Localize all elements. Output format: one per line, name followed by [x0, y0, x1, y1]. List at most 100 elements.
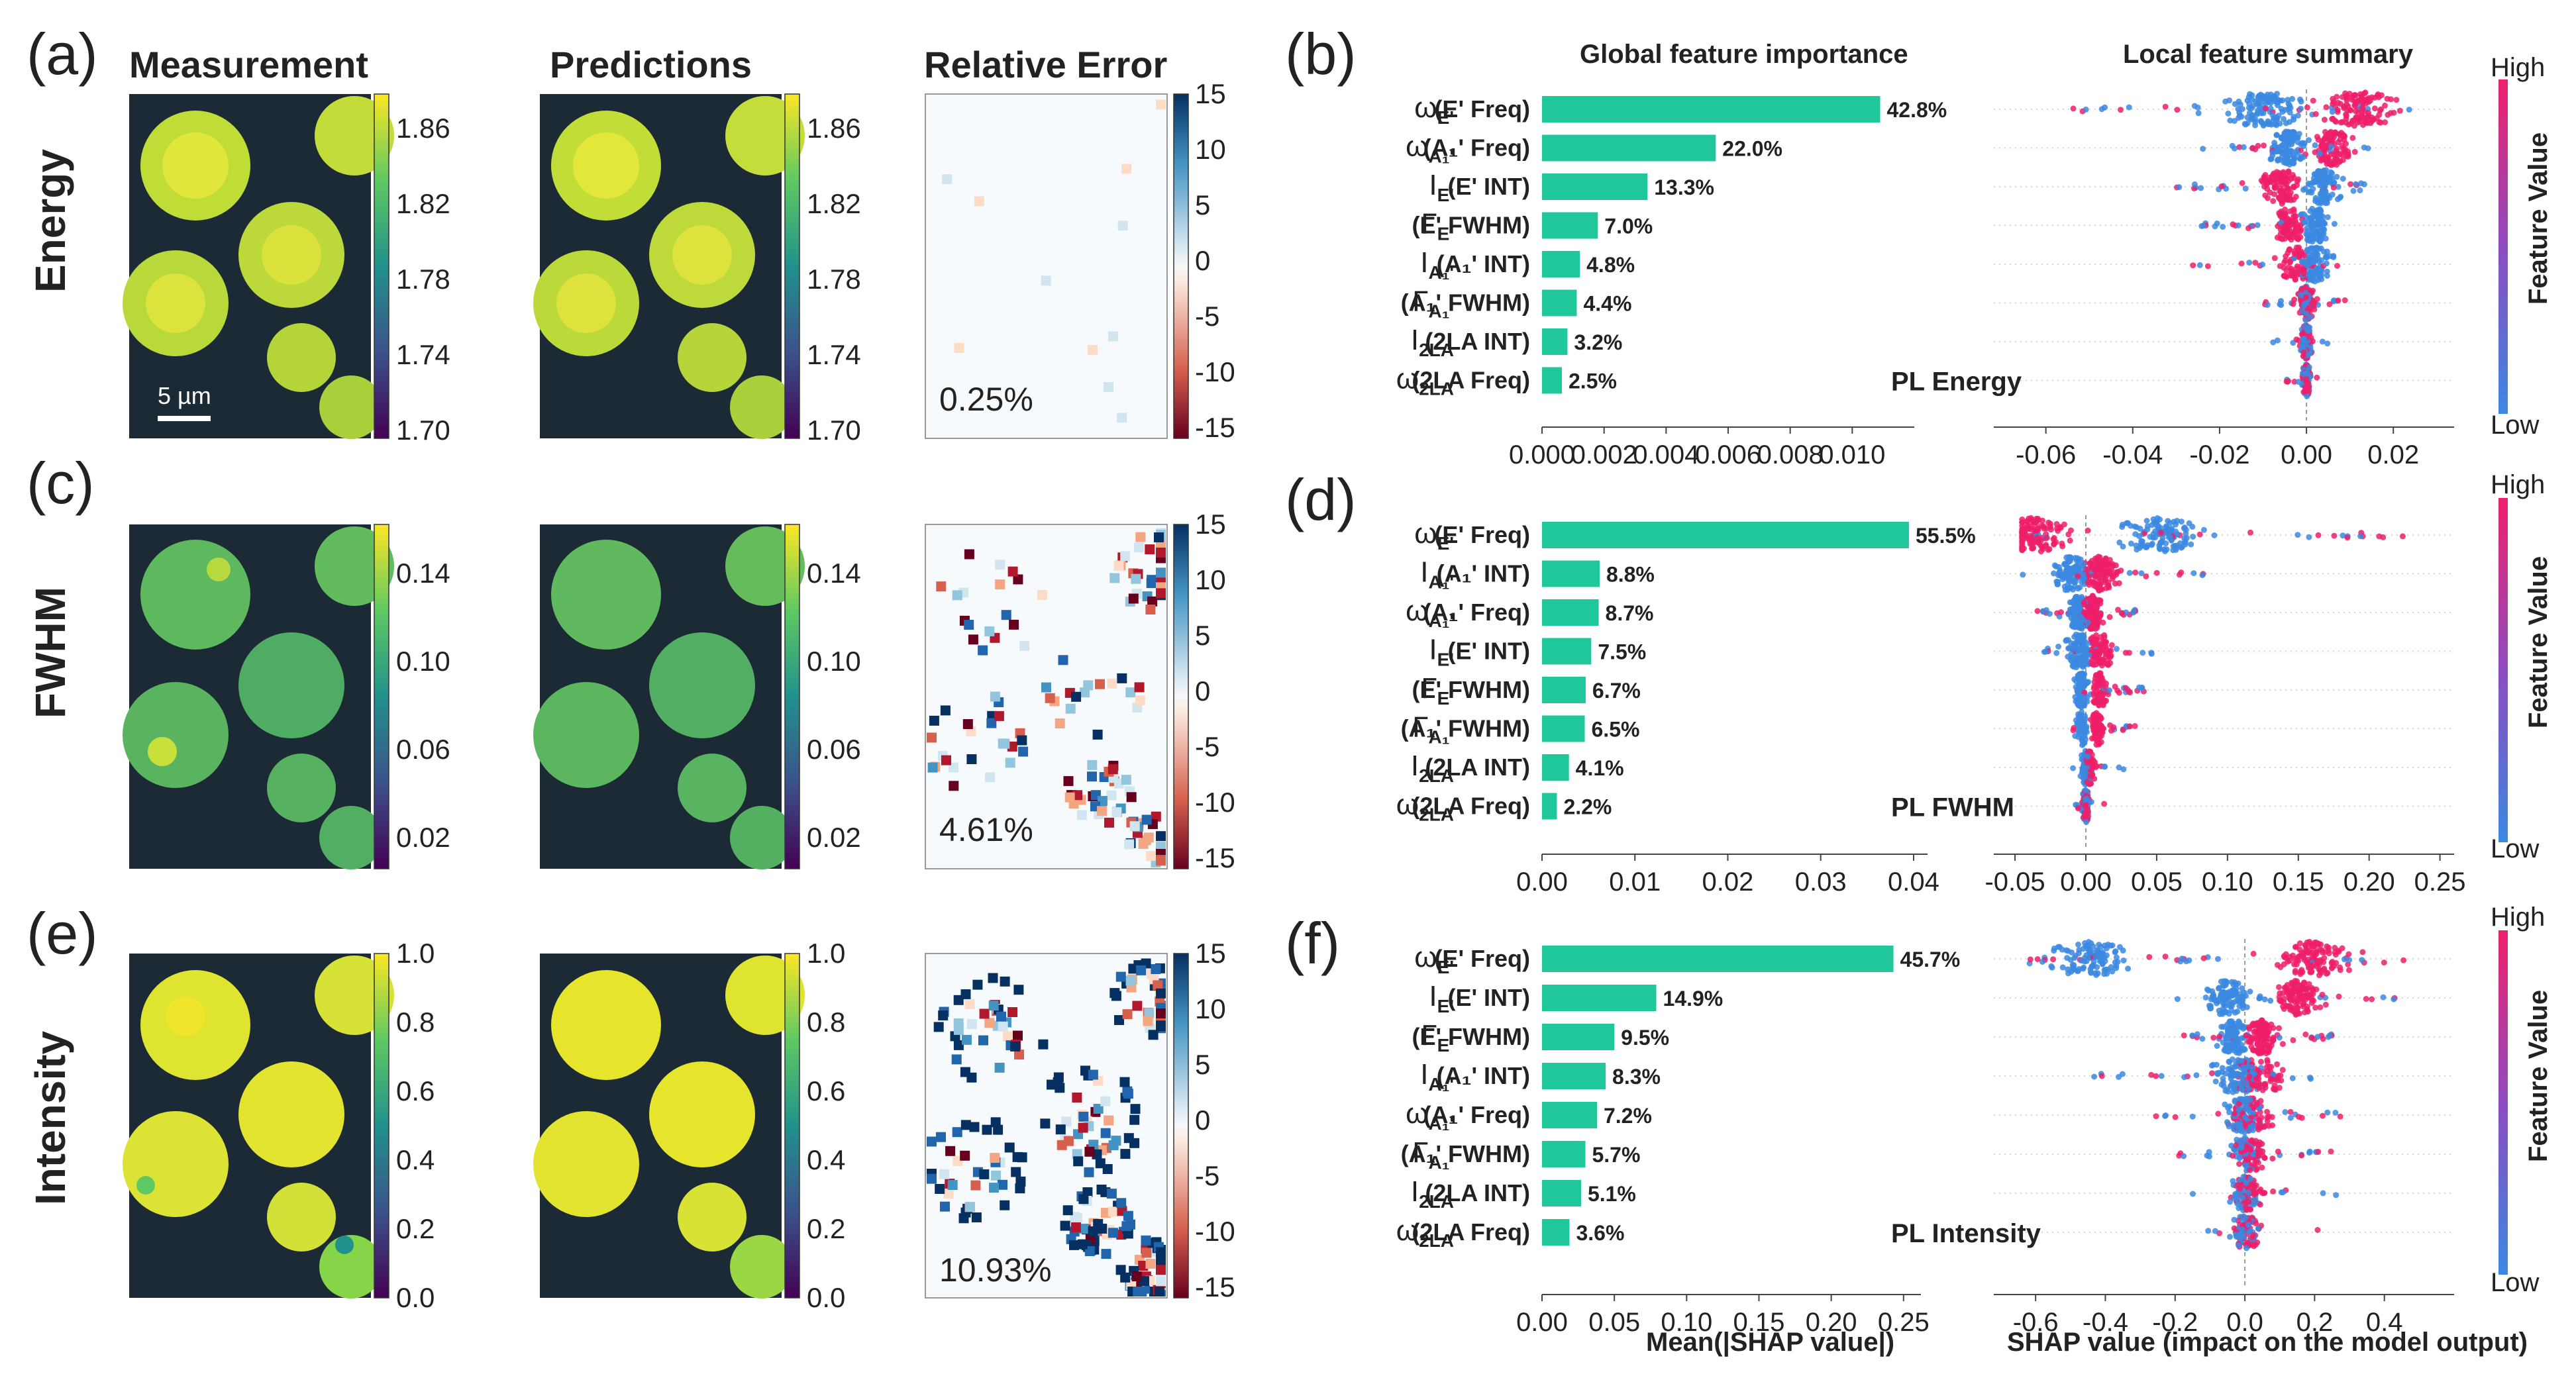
importance-pct: 8.7%: [1606, 601, 1654, 625]
shap-dot: [2318, 156, 2325, 163]
shap-dot: [2236, 1101, 2242, 1107]
shap-dot: [2274, 91, 2281, 97]
shap-dot: [2181, 1074, 2188, 1081]
error-pixel: [1123, 1210, 1133, 1221]
shap-dot: [2302, 259, 2309, 266]
shap-dot: [2276, 994, 2283, 1000]
shap-dot: [2275, 156, 2281, 163]
shap-dot: [2247, 1109, 2253, 1116]
shap-dot: [2306, 364, 2312, 371]
shap-dot: [2090, 599, 2096, 605]
shap-dot: [2116, 539, 2123, 546]
shap-dot: [2324, 268, 2330, 275]
shap-dot: [2233, 1142, 2240, 1148]
shap-dot: [2148, 650, 2155, 657]
shap-dot: [2220, 978, 2227, 985]
error-tick: 15: [1195, 509, 1226, 540]
shap-dot: [2174, 107, 2181, 113]
error-pixel: [1130, 1104, 1141, 1114]
shap-dot: [2347, 181, 2354, 187]
feature-name: (A₁' Freq): [1423, 134, 1530, 162]
error-pixel: [1145, 605, 1156, 614]
shap-dot: [2114, 569, 2121, 575]
error-pixel: [995, 560, 1005, 570]
shap-dot: [2323, 104, 2330, 111]
shap-dot: [2294, 134, 2301, 141]
error-pixel: [1122, 1086, 1133, 1097]
shap-dot: [2353, 181, 2359, 187]
shap-dot: [2077, 713, 2084, 720]
shap-dot: [2337, 1113, 2344, 1120]
error-pixel: [971, 1212, 982, 1222]
error-pixel: [1007, 566, 1018, 577]
error-pixel: [1072, 790, 1083, 801]
shap-dot: [2349, 134, 2356, 141]
shap-dot: [2315, 200, 2322, 206]
shap-dot: [2081, 609, 2087, 616]
shap-dot: [2323, 180, 2330, 187]
shap-dot: [2075, 608, 2081, 614]
shap-dot: [2096, 597, 2103, 604]
shap-dot: [2078, 639, 2085, 646]
shap-dot: [2067, 571, 2074, 578]
error-pixel: [938, 1010, 949, 1020]
error-pixel: [1065, 703, 1076, 714]
feature-label: ωE': [1414, 941, 1454, 977]
intensity-error-colorbar: [1173, 953, 1189, 1299]
shap-dot: [2270, 1188, 2277, 1195]
shap-dot: [2238, 1096, 2244, 1103]
error-pixel: [1000, 976, 1010, 987]
shap-dot: [2098, 1073, 2105, 1079]
importance-pct: 3.2%: [1574, 330, 1622, 354]
error-pixel: [1134, 682, 1145, 693]
error-tick: 10: [1195, 993, 1226, 1024]
shap-dot: [2253, 1075, 2259, 1082]
shap-dot: [2267, 105, 2274, 112]
error-pixel: [985, 772, 996, 783]
shap-dot: [2288, 221, 2294, 228]
importance-pct: 13.3%: [1654, 175, 1714, 199]
shap-dot: [2126, 104, 2132, 111]
shap-dot: [2254, 222, 2261, 228]
error-pixel: [1117, 221, 1128, 231]
shap-dot: [2306, 189, 2312, 195]
error-pixel: [966, 754, 977, 764]
shap-dot: [2093, 710, 2100, 716]
shap-dot: [2072, 579, 2079, 585]
error-pixel: [1055, 1083, 1065, 1093]
colorbar-tick: 1.78: [807, 264, 861, 295]
importance-pct: 7.5%: [1598, 640, 1646, 664]
shap-dot: [2094, 651, 2100, 658]
shap-dot: [2292, 967, 2298, 974]
shap-dot: [2245, 225, 2251, 232]
importance-bar: [1542, 638, 1592, 665]
error-tick: -15: [1195, 412, 1235, 443]
error-pixel: [1100, 1128, 1111, 1138]
shap-dot: [2085, 810, 2091, 816]
shap-dot: [2276, 984, 2282, 991]
shap-dot: [2177, 958, 2184, 965]
shap-dot: [2261, 121, 2267, 128]
shap-dot: [2234, 1070, 2240, 1077]
shap-dot: [2339, 142, 2345, 149]
shap-dot: [2224, 1087, 2230, 1093]
shap-dot: [2247, 1147, 2254, 1153]
error-pixel: [1004, 1142, 1015, 1153]
error-pixel: [990, 1117, 1001, 1128]
shap-dot: [2114, 646, 2120, 652]
shap-dot: [2253, 1101, 2260, 1108]
shap-dot: [2249, 112, 2255, 119]
shap-dot: [2359, 957, 2365, 963]
shap-dot: [2081, 601, 2088, 608]
bar-x-tick-label: 0.04: [1888, 867, 1939, 897]
shap-dot: [2341, 103, 2347, 110]
feature-label: ΓA₁': [1412, 1136, 1454, 1173]
shap-dot: [2092, 605, 2099, 612]
shap-dot: [2081, 648, 2087, 655]
shap-dot: [2300, 1003, 2306, 1010]
shap-dot: [2093, 662, 2099, 667]
shap-dot: [2088, 963, 2095, 969]
shap-dot: [2174, 996, 2181, 1003]
error-tick: 0: [1195, 675, 1210, 707]
shap-dot: [2281, 260, 2288, 266]
